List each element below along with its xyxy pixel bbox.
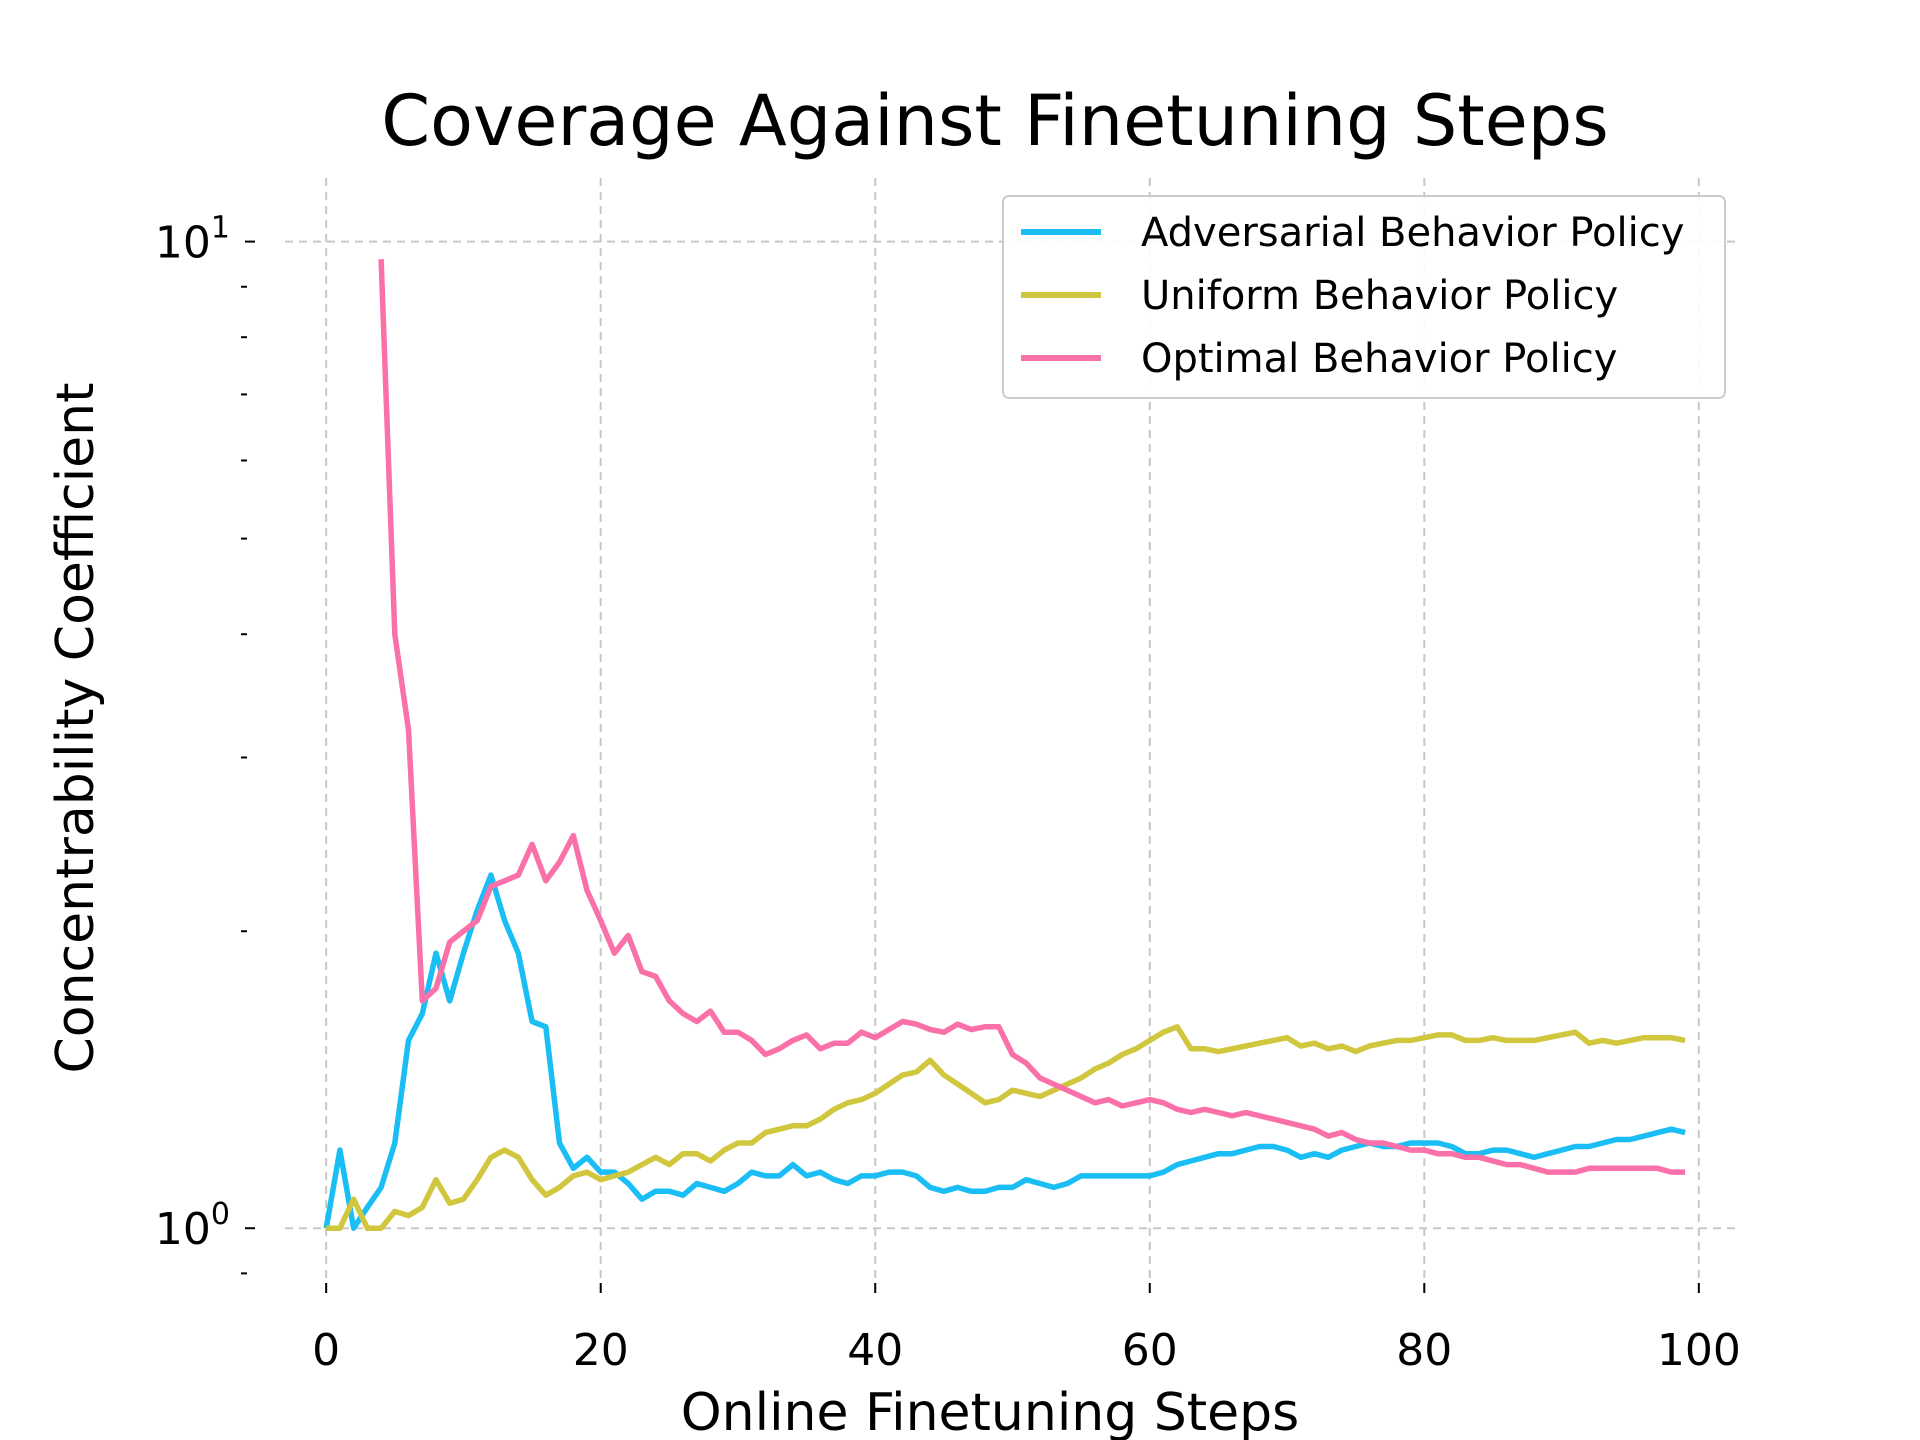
- x-tick-label: 60: [1122, 1325, 1178, 1376]
- y-tick-label: 101: [155, 211, 230, 269]
- legend: Adversarial Behavior Policy Uniform Behav…: [1002, 195, 1726, 399]
- legend-entry-label: Optimal Behavior Policy: [1141, 336, 1617, 382]
- series-lines: [323, 258, 1686, 1231]
- x-tick-label: 80: [1396, 1325, 1452, 1376]
- y-tick-label: 100: [155, 1197, 230, 1255]
- x-axis-label: Online Finetuning Steps: [681, 1383, 1300, 1440]
- x-tick-label: 100: [1657, 1325, 1741, 1376]
- series-line: [326, 1024, 1686, 1231]
- y-axis-label: Concentrability Coefficient: [46, 382, 106, 1073]
- axes: 0 20 40 60 80 100 100 101: [155, 211, 1741, 1376]
- series-line: [323, 872, 1686, 1231]
- x-tick-label: 40: [847, 1325, 903, 1376]
- x-tick-label: 20: [573, 1325, 629, 1376]
- chart-title: Coverage Against Finetuning Steps: [381, 80, 1608, 162]
- x-tick-label: 0: [312, 1325, 340, 1376]
- series-line: [378, 258, 1686, 1175]
- legend-entry-label: Adversarial Behavior Policy: [1141, 210, 1684, 256]
- legend-entry-label: Uniform Behavior Policy: [1141, 273, 1618, 319]
- legend-box: [1002, 195, 1726, 399]
